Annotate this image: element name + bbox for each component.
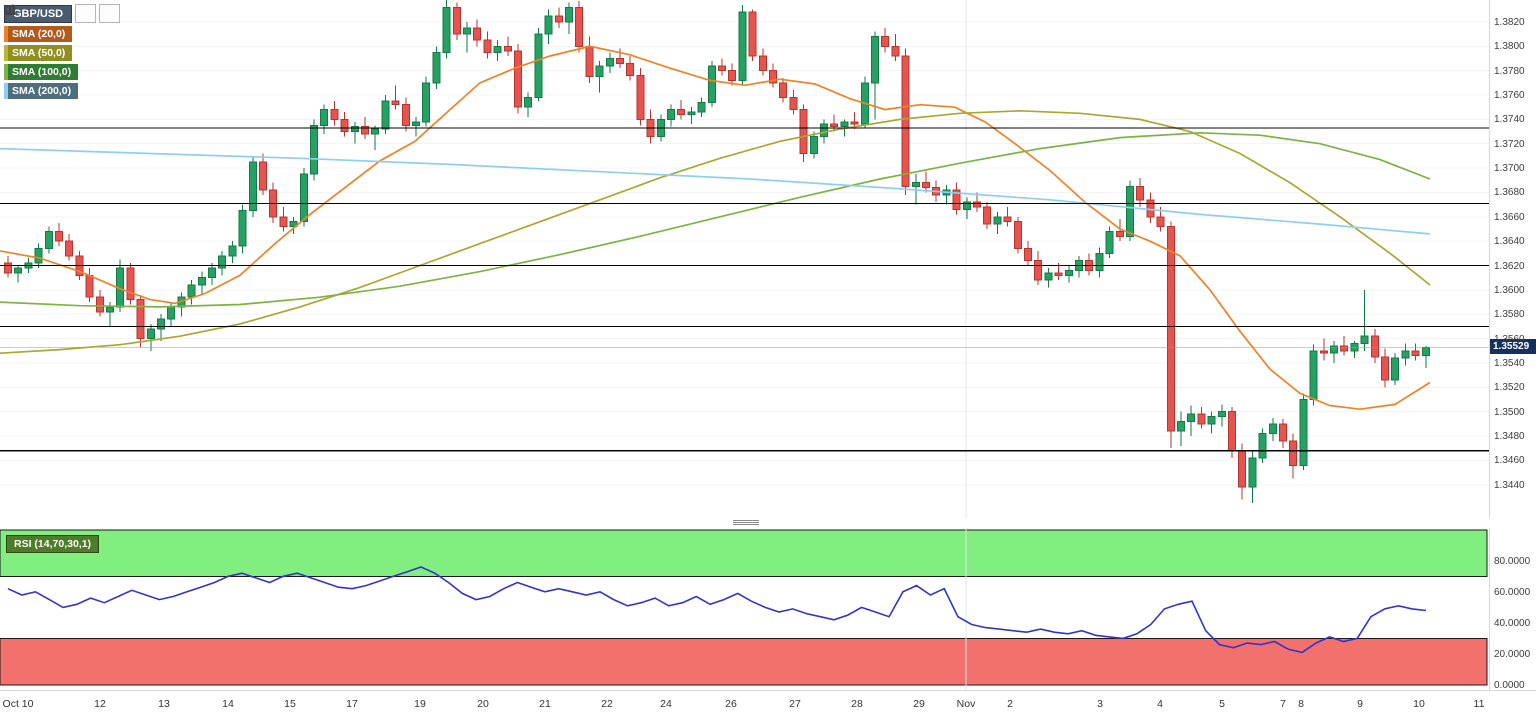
current-price-tag: 1.35529 — [1490, 339, 1536, 355]
chart-legend: GBP/USD SMA — [4, 4, 121, 99]
time-axis[interactable]: Oct 10 12 13 14 15 17 19 20 21 22 24 26 27 28 29 Nov 2 3 4… — [0, 690, 1536, 719]
time-axis-label: 4 — [1157, 698, 1163, 710]
price-axis-label: 1.3600 — [1494, 284, 1525, 296]
price-axis-label: 1.3740 — [1494, 114, 1525, 126]
sma-20-badge[interactable]: SMA (20,0) — [4, 26, 73, 42]
price-axis-label: 1.3780 — [1494, 65, 1525, 77]
price-axis-label: 1.3800 — [1494, 41, 1525, 53]
rsi-axis-label: 80.0000 — [1494, 555, 1531, 567]
price-axis-label: 1.3640 — [1494, 236, 1525, 248]
price-axis-label: 1.3620 — [1494, 260, 1525, 272]
time-axis-label: 29 — [913, 698, 925, 710]
price-axis[interactable]: 1.35529 1.3820 1.3800 1.3780 1.3760 1.3740 1.… — [1489, 0, 1536, 518]
panel-resize-handle[interactable] — [733, 520, 759, 525]
rsi-row: RSI (14,70,30,1) 80.0000 60.0000 40.0000 20… — [0, 528, 1536, 691]
sma-50-badge[interactable]: SMA (50,0) — [4, 45, 73, 61]
time-axis-label: 11 — [1473, 698, 1485, 710]
time-axis-label: Nov — [956, 698, 976, 710]
rsi-axis-label: 0.0000 — [1494, 680, 1525, 691]
price-axis-label: 1.3660 — [1494, 211, 1525, 223]
main-chart-panel: GBP/USD SMA — [0, 0, 1489, 518]
time-axis-label: 26 — [725, 698, 737, 710]
time-axis-label: 8 — [1298, 698, 1304, 710]
price-axis-label: 1.3580 — [1494, 309, 1525, 321]
sma-100-badge[interactable]: SMA (100,0) — [4, 64, 79, 80]
price-axis-label: 1.3440 — [1494, 479, 1525, 491]
time-axis-label: 12 — [94, 698, 106, 710]
rsi-panel: RSI (14,70,30,1) — [0, 528, 1489, 690]
price-axis-label: 1.3680 — [1494, 187, 1525, 199]
time-axis-label: 24 — [660, 698, 672, 710]
price-axis-label: 1.3820 — [1494, 16, 1525, 28]
indicator-settings-button[interactable] — [5, 4, 121, 23]
bar-chart-icon — [5, 5, 16, 15]
time-axis-label: 10 — [1413, 698, 1425, 710]
rsi-axis-label: 60.0000 — [1494, 586, 1531, 598]
time-axis-label: 14 — [222, 698, 234, 710]
price-axis-label: 1.3480 — [1494, 431, 1525, 442]
price-axis-label: 1.3540 — [1494, 358, 1525, 369]
time-axis-label: 27 — [789, 698, 801, 710]
time-axis-label: 19 — [414, 698, 426, 710]
main-chart-row: GBP/USD SMA — [0, 0, 1536, 518]
price-axis-label: 1.3760 — [1494, 90, 1525, 101]
time-axis-label: 9 — [1357, 698, 1363, 710]
time-axis-label: 7 — [1280, 698, 1286, 710]
time-axis-label: 15 — [284, 698, 296, 710]
rsi-axis-label: 40.0000 — [1494, 617, 1531, 629]
price-axis-label: 1.3700 — [1494, 163, 1525, 175]
time-axis-label: 5 — [1219, 698, 1225, 710]
rsi-badge[interactable]: RSI (14,70,30,1) — [6, 535, 100, 553]
time-axis-label: 22 — [601, 698, 613, 710]
time-axis-label: Oct 10 — [2, 698, 34, 710]
time-axis-label: 2 — [1007, 698, 1013, 710]
price-axis-label: 1.3500 — [1494, 406, 1525, 418]
candlestick-chart[interactable] — [0, 0, 1489, 518]
time-axis-label: 13 — [158, 698, 170, 710]
refresh-button[interactable] — [5, 4, 97, 23]
price-axis-label: 1.3460 — [1494, 455, 1525, 467]
price-axis-label: 1.3560 — [1494, 333, 1525, 345]
time-axis-label: 21 — [539, 698, 551, 710]
sma-200-badge[interactable]: SMA (200,0) — [4, 83, 79, 99]
time-axis-label: 3 — [1097, 698, 1103, 710]
rsi-axis-label: 20.0000 — [1494, 649, 1531, 660]
price-axis-label: 1.3720 — [1494, 138, 1525, 150]
panel-splitter — [0, 518, 1536, 528]
time-axis-label: 17 — [346, 698, 358, 710]
time-axis-label: 20 — [477, 698, 489, 710]
indicator-badges: SMA (20,0) SMA (50,0) SMA (100,0) SMA (200,… — [4, 23, 120, 99]
symbol-badge[interactable]: GBP/USD — [4, 4, 73, 23]
price-axis-label: 1.3520 — [1494, 382, 1525, 394]
rsi-axis[interactable]: 80.0000 60.0000 40.0000 20.0000 0.0000 — [1489, 528, 1536, 691]
time-axis-label: 28 — [851, 698, 863, 710]
rsi-chart[interactable] — [0, 528, 1489, 690]
